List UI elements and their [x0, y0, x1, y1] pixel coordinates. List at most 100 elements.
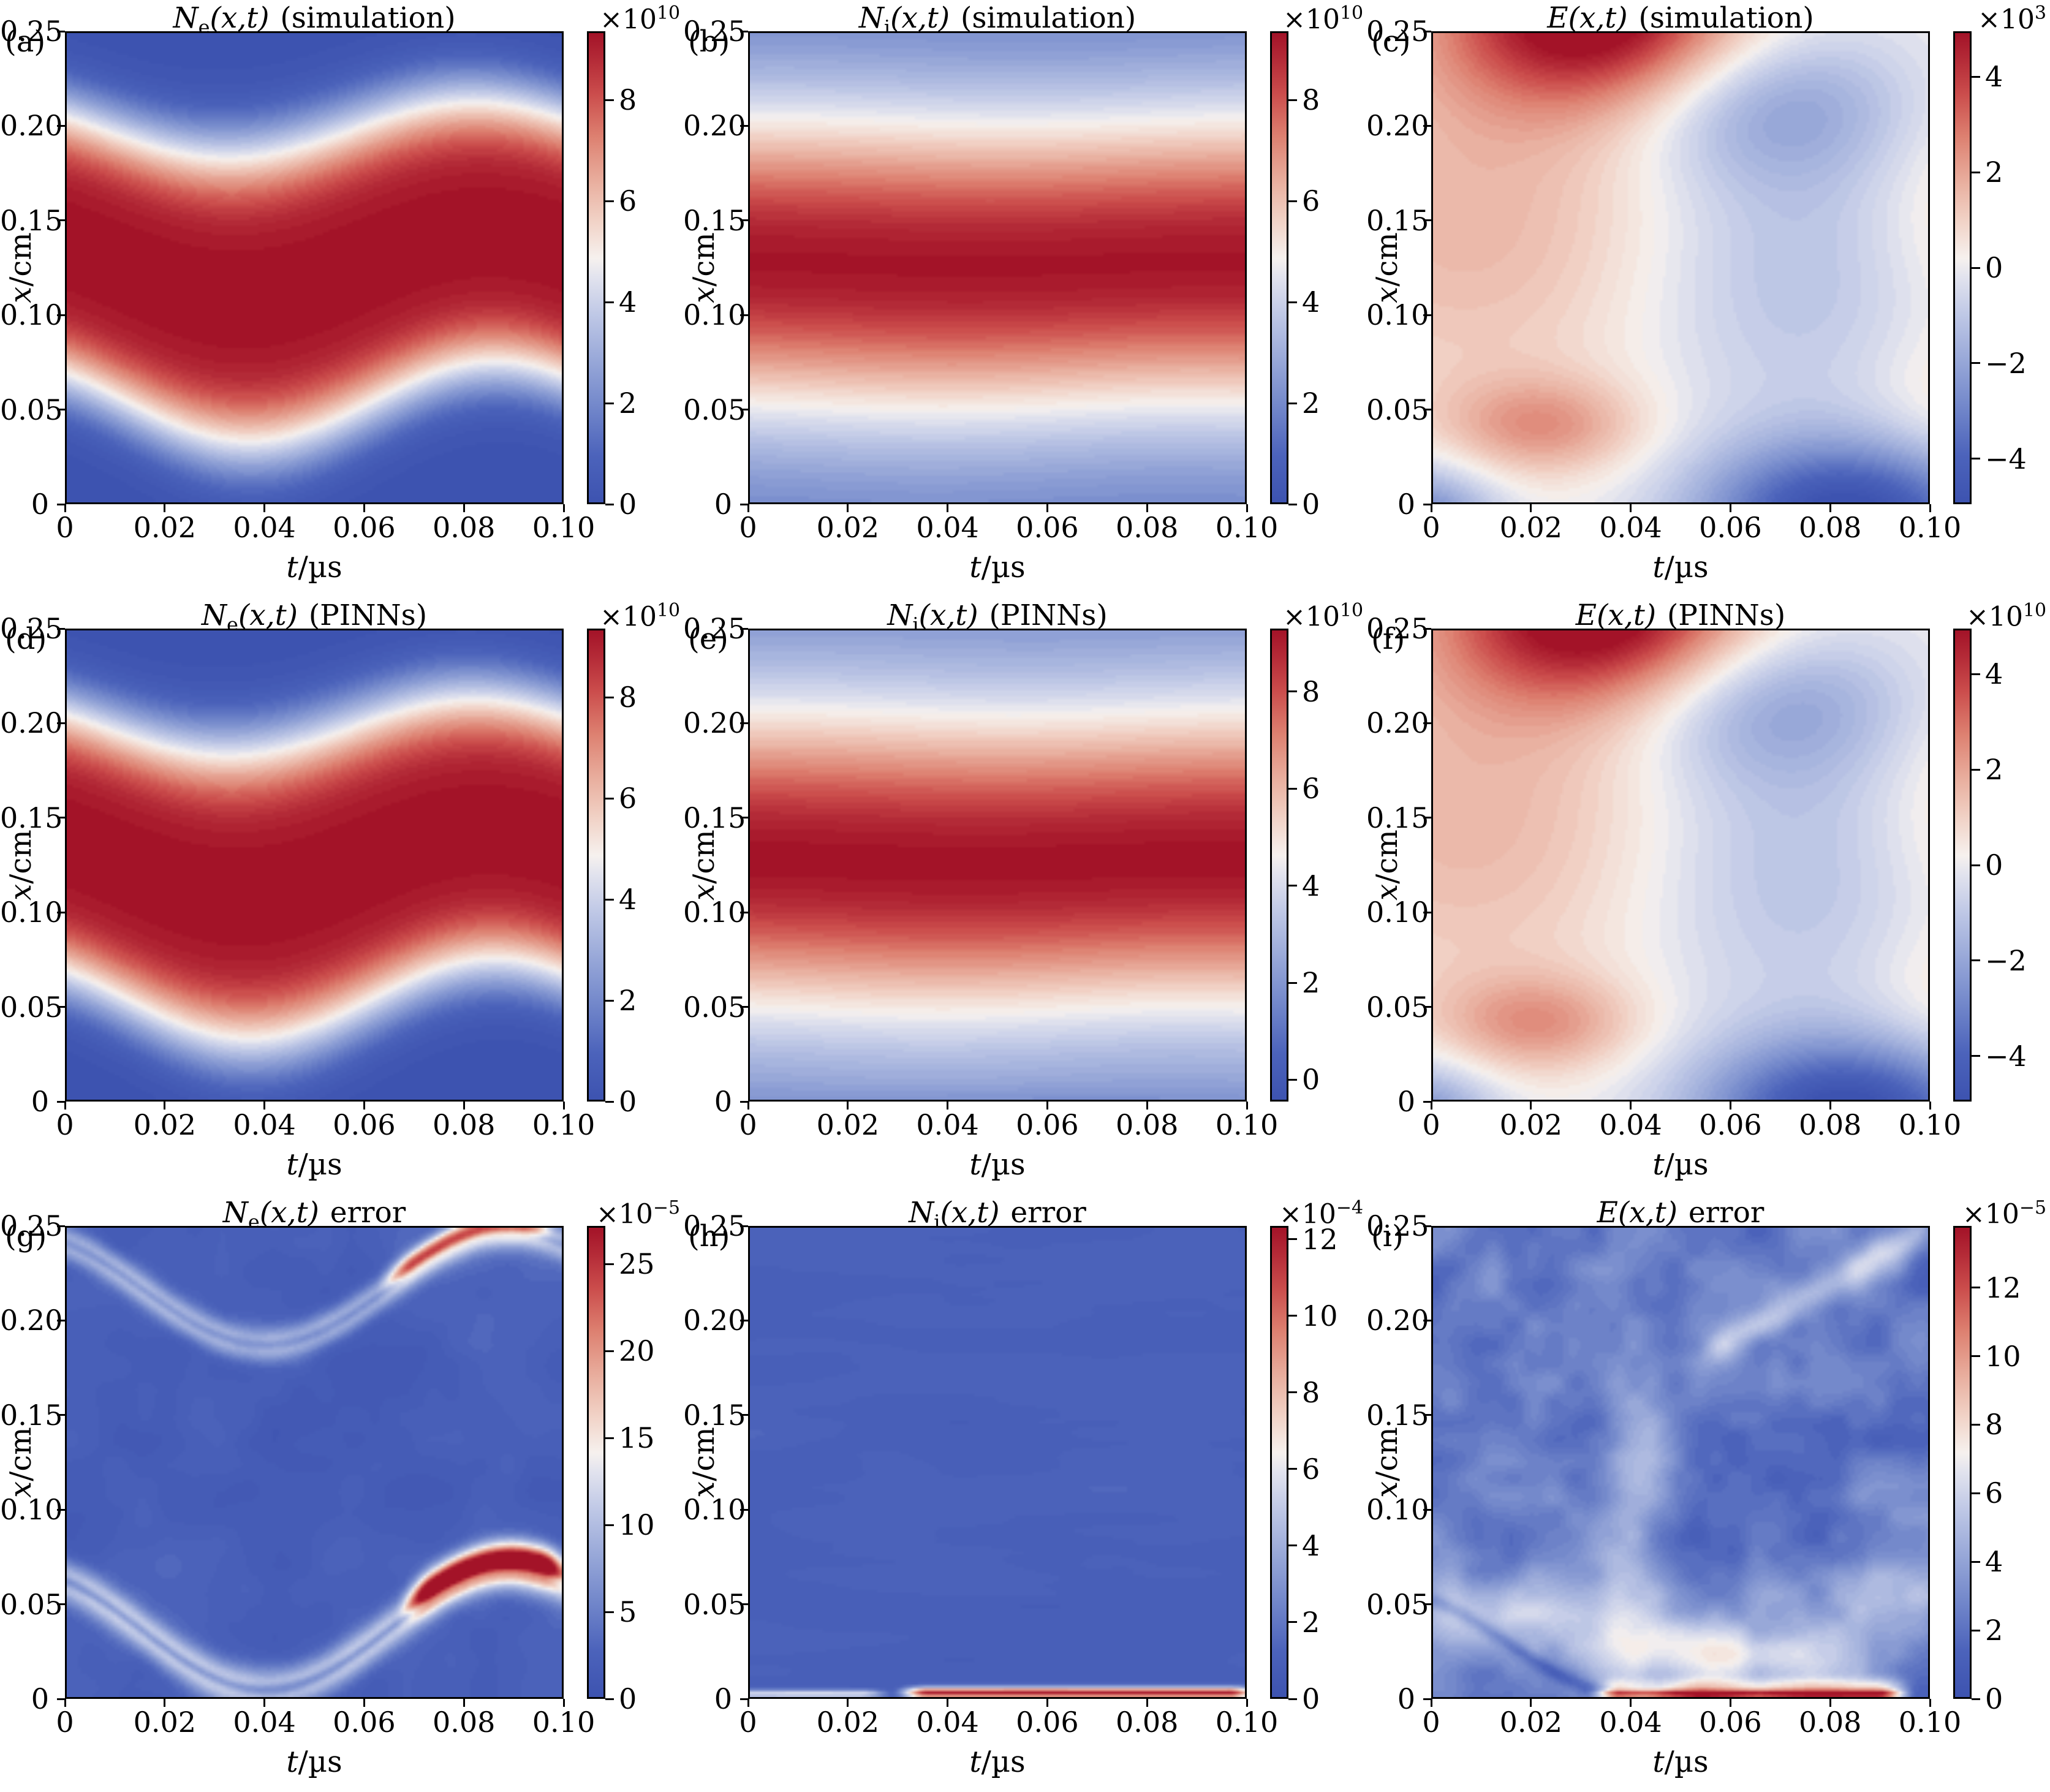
colorbar-tick-label: 8 — [1302, 83, 1320, 117]
x-tick-label: 0.10 — [532, 1706, 596, 1739]
y-tick-mark — [1423, 30, 1431, 32]
y-tick-label: 0.25 — [1366, 15, 1429, 48]
y-tick-label: 0.15 — [1366, 203, 1429, 237]
y-tick-mark — [57, 1006, 65, 1008]
y-tick-mark — [57, 1319, 65, 1321]
y-tick-mark — [740, 409, 748, 411]
y-tick-label: 0.15 — [683, 1398, 746, 1432]
x-tick-mark — [263, 1699, 266, 1707]
colorbar-tick-label: 4 — [1985, 657, 2003, 691]
x-tick-labels: 0 0.02 0.04 0.06 0.08 0.10 — [56, 513, 595, 544]
x-tick-mark — [363, 504, 365, 512]
colorbar-exponent: ×10−4 — [1279, 1197, 1363, 1230]
colorbar-tick-label: 8 — [1302, 1375, 1320, 1409]
y-tick-labels: 0 0.05 0.10 0.15 0.20 0.25 — [0, 614, 65, 1116]
colorbar-tick-mark — [605, 696, 614, 698]
x-tick-marks — [1430, 1102, 1931, 1110]
colorbar-tick-label: 25 — [619, 1247, 655, 1281]
y-tick-mark — [57, 124, 65, 127]
colorbar-tick-mark — [1288, 99, 1297, 101]
x-tick-mark — [1829, 1699, 1831, 1707]
x-tick-label: 0.04 — [233, 1108, 296, 1141]
x-tick-label: 0 — [739, 1108, 757, 1141]
y-tick-label: 0.20 — [1366, 706, 1429, 740]
y-tick-mark — [740, 1225, 748, 1227]
colorbar-ticks: 0 2 4 6 8 — [605, 31, 682, 518]
colorbar-tick-mark — [1288, 1238, 1297, 1241]
colorbar-tick-mark — [1288, 690, 1297, 693]
y-tick-label: 0.15 — [683, 203, 746, 237]
y-tick-mark — [740, 1006, 748, 1008]
y-tick-mark — [740, 1698, 748, 1700]
y-tick-label: 0.20 — [0, 706, 63, 740]
colorbar-ticks: −4 −2 0 2 4 — [1972, 629, 2048, 1102]
y-tick-label: 0.20 — [1366, 1304, 1429, 1337]
x-tick-label: 0.08 — [1798, 1706, 1862, 1739]
x-tick-marks — [1430, 504, 1931, 513]
y-tick-mark — [740, 1603, 748, 1606]
colorbar-tick-mark — [605, 301, 614, 303]
y-tick-mark — [1423, 1603, 1431, 1606]
x-tick-mark — [1829, 504, 1831, 512]
x-tick-mark — [463, 1102, 465, 1110]
y-tick-label: 0.25 — [1366, 1209, 1429, 1242]
x-tick-mark — [64, 504, 66, 512]
x-axis-label: t/µs — [286, 1147, 342, 1182]
x-tick-labels: 0 0.02 0.04 0.06 0.08 0.10 — [1422, 1108, 1961, 1141]
colorbar-ticks: 0 2 4 6 8 — [1288, 629, 1365, 1102]
x-tick-label: 0 — [1422, 1706, 1440, 1739]
y-tick-mark — [57, 314, 65, 316]
x-tick-label: 0.10 — [532, 1108, 596, 1141]
y-tick-mark — [740, 1508, 748, 1511]
x-tick-mark — [164, 1699, 166, 1707]
y-tick-mark — [740, 124, 748, 127]
y-tick-label: 0.20 — [0, 109, 63, 143]
colorbar-tick-label: 10 — [1985, 1339, 2021, 1373]
x-tick-mark — [1430, 1102, 1432, 1110]
x-tick-label: 0.10 — [1215, 1108, 1279, 1141]
colorbar-tick-mark — [1288, 1621, 1297, 1624]
x-tick-label: 0.08 — [1115, 511, 1179, 544]
x-tick-mark — [562, 1102, 565, 1110]
colorbar-tick-mark — [1972, 1560, 1980, 1563]
colorbar-tick-label: 2 — [1985, 753, 2003, 787]
x-tick-label: 0.02 — [133, 1108, 197, 1141]
colorbar-tick-label: 6 — [1302, 1452, 1320, 1486]
colorbar-tick-mark — [605, 898, 614, 901]
panel-title: E(x,t) error — [1597, 1196, 1764, 1230]
colorbar-tick-mark — [1972, 1055, 1980, 1057]
y-tick-mark — [57, 1100, 65, 1103]
y-tick-label: 0.05 — [1366, 1587, 1429, 1621]
panel-tag: (g) — [5, 1219, 47, 1253]
x-tick-label: 0.08 — [432, 1706, 496, 1739]
x-tick-mark — [1729, 1102, 1731, 1110]
colorbar-tick-label: 15 — [619, 1421, 655, 1455]
x-tick-label: 0 — [56, 1108, 74, 1141]
panel-title: E(x,t) (simulation) — [1547, 1, 1814, 35]
y-tick-mark — [57, 722, 65, 724]
panel-tag: (a) — [5, 25, 46, 59]
colorbar-tick-mark — [1288, 1391, 1297, 1394]
y-tick-label: 0.25 — [1366, 612, 1429, 645]
colorbar — [587, 629, 605, 1102]
colorbar-exponent: ×103 — [1978, 2, 2046, 36]
y-tick-label: 0.15 — [0, 203, 63, 237]
y-tick-mark — [57, 409, 65, 411]
y-tick-labels: 0 0.05 0.10 0.15 0.20 0.25 — [1366, 614, 1431, 1116]
colorbar-tick-label: 4 — [1985, 1545, 2003, 1579]
colorbar-ticks: 0 2 4 6 8 10 12 — [1288, 1225, 1365, 1713]
x-axis-label: t/µs — [969, 550, 1026, 584]
x-axis-label: t/µs — [969, 1745, 1026, 1779]
colorbar-tick-mark — [1972, 1629, 1980, 1631]
colorbar-tick-mark — [1288, 402, 1297, 404]
heatmap-canvas — [1433, 1228, 1928, 1697]
colorbar — [1953, 31, 1972, 504]
y-tick-label: 0 — [31, 1085, 49, 1118]
y-tick-label: 0.25 — [0, 612, 63, 645]
y-tick-mark — [740, 219, 748, 222]
x-tick-label: 0.08 — [1798, 1108, 1862, 1141]
heatmap-plot — [1431, 629, 1930, 1102]
colorbar-tick-mark — [1972, 768, 1980, 771]
heatmap-plot — [1431, 1226, 1930, 1699]
